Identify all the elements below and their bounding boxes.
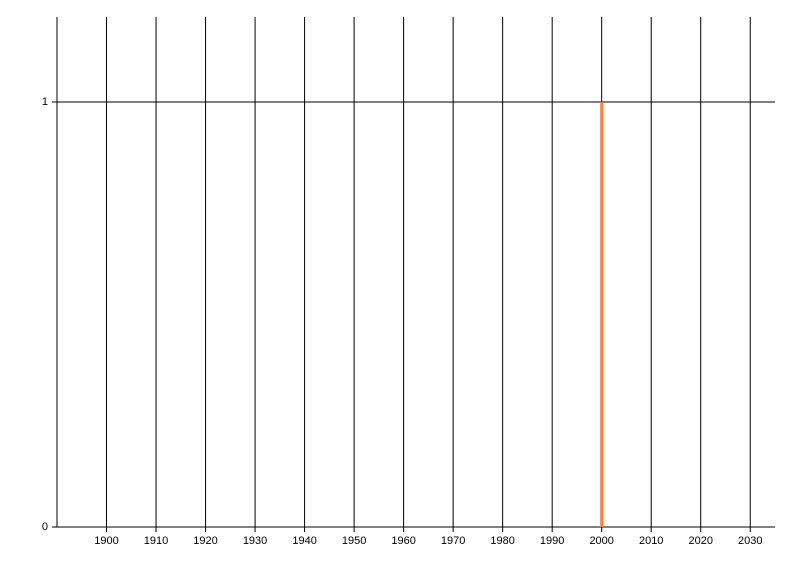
y-tick-label: 0: [42, 521, 48, 533]
x-tick-label: 2010: [639, 535, 663, 547]
x-tick-label: 1930: [243, 535, 267, 547]
bar: [600, 102, 604, 527]
x-tick-label: 1940: [292, 535, 316, 547]
x-tick-label: 1950: [342, 535, 366, 547]
x-tick-label: 2030: [738, 535, 762, 547]
x-tick-label: 2020: [688, 535, 712, 547]
x-tick-label: 1990: [540, 535, 564, 547]
y-tick-label: 1: [42, 96, 48, 108]
x-tick-label: 1910: [144, 535, 168, 547]
x-tick-label: 1900: [94, 535, 118, 547]
x-tick-label: 1970: [441, 535, 465, 547]
x-tick-label: 1960: [391, 535, 415, 547]
x-tick-label: 2000: [589, 535, 613, 547]
x-tick-label: 1920: [193, 535, 217, 547]
x-tick-label: 1980: [490, 535, 514, 547]
